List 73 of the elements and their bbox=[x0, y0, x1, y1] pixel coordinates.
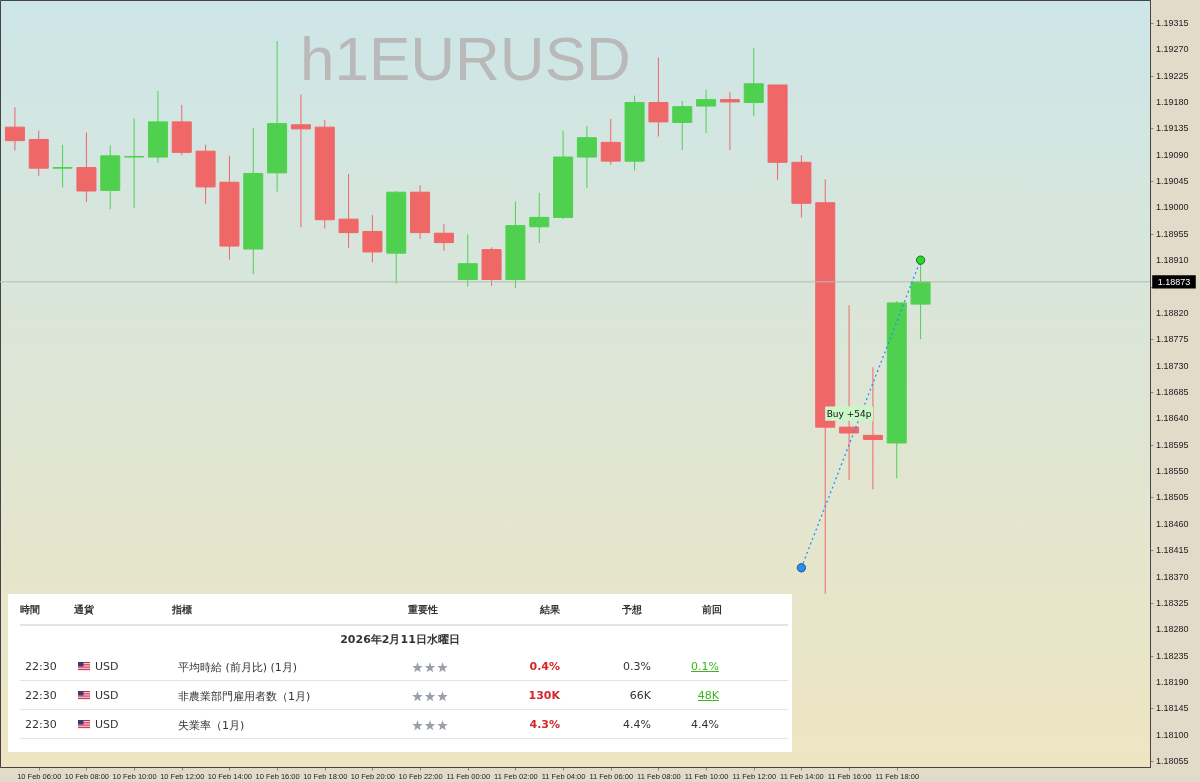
text: 48K bbox=[697, 689, 719, 702]
text: 0.1% bbox=[691, 660, 719, 673]
text: 平均時給 (前月比) (1月) bbox=[178, 661, 298, 674]
y-tick-label: 1.19045 bbox=[1156, 176, 1189, 187]
category-label: 重要性 bbox=[408, 603, 438, 617]
candlestick bbox=[290, 93, 311, 228]
y-tick-label: 1.18280 bbox=[1156, 624, 1189, 635]
y-tick-label: 1.19180 bbox=[1156, 96, 1189, 107]
y-tick-label: 1.18235 bbox=[1156, 650, 1189, 661]
text: 66K bbox=[629, 689, 651, 702]
category-label: 通貨 bbox=[74, 603, 94, 617]
candlestick bbox=[743, 47, 764, 117]
y-tick-label: 1.19225 bbox=[1156, 70, 1189, 81]
annotation: Buy +54p bbox=[826, 408, 872, 419]
text: 22:30 bbox=[25, 718, 57, 731]
y-tick-label: 1.18910 bbox=[1156, 255, 1189, 266]
y-tick-label: 1.18775 bbox=[1156, 334, 1189, 345]
text: USD bbox=[95, 718, 119, 731]
y-tick-label: 1.18055 bbox=[1156, 756, 1189, 767]
category-label: 時間 bbox=[20, 603, 40, 617]
candlestick bbox=[719, 91, 740, 151]
candlestick bbox=[672, 100, 693, 151]
category-label: 指標 bbox=[172, 603, 192, 617]
candlestick bbox=[4, 106, 25, 152]
y-tick-label: 1.18640 bbox=[1156, 413, 1189, 424]
candlestick bbox=[648, 56, 669, 138]
text: 非農業部門雇用者数（1月) bbox=[178, 690, 311, 703]
y-tick-label: 1.18730 bbox=[1156, 360, 1189, 371]
y-tick-label: 1.19090 bbox=[1156, 149, 1189, 160]
y-tick-label: 1.18550 bbox=[1156, 466, 1189, 477]
y-tick-label: 1.18145 bbox=[1156, 703, 1189, 714]
category-label: 前回 bbox=[702, 603, 722, 617]
text: 4.3% bbox=[529, 718, 560, 731]
candlestick bbox=[529, 192, 550, 244]
text: 4.4% bbox=[623, 718, 651, 731]
text: USD bbox=[95, 660, 119, 673]
y-tick-label: 1.18370 bbox=[1156, 571, 1189, 582]
y-tick-label: 1.18595 bbox=[1156, 439, 1189, 450]
text: 22:30 bbox=[25, 689, 57, 702]
y-tick-label: 1.18325 bbox=[1156, 597, 1189, 608]
text: 0.4% bbox=[529, 660, 560, 673]
candlestick bbox=[76, 131, 97, 203]
candlestick bbox=[576, 125, 597, 189]
candlestick bbox=[124, 117, 145, 209]
candlestick bbox=[52, 144, 73, 188]
ref-line-label: 1.18873 bbox=[1157, 276, 1191, 287]
text: 130K bbox=[528, 689, 560, 702]
y-tick-label: 1.18190 bbox=[1156, 677, 1189, 688]
y-tick-label: 1.19270 bbox=[1156, 44, 1189, 55]
candlestick bbox=[457, 233, 478, 288]
candlestick bbox=[362, 214, 383, 263]
text: 22:30 bbox=[25, 660, 57, 673]
y-tick-label: 1.18415 bbox=[1156, 545, 1189, 556]
category-label: 結果 bbox=[540, 603, 560, 617]
y-tick-label: 1.18685 bbox=[1156, 387, 1189, 397]
y-tick-label: 1.18460 bbox=[1156, 518, 1189, 529]
text: 失業率（1月) bbox=[178, 719, 245, 732]
y-tick-label: 1.18505 bbox=[1156, 492, 1189, 503]
y-tick-label: 1.19315 bbox=[1156, 17, 1189, 28]
text: 0.3% bbox=[623, 660, 651, 673]
text: 4.4% bbox=[691, 718, 719, 731]
y-tick-label: 1.19135 bbox=[1156, 123, 1189, 134]
candlestick bbox=[433, 223, 454, 252]
candlestick bbox=[338, 173, 359, 249]
category-label: 予想 bbox=[622, 603, 642, 617]
candlestick bbox=[696, 89, 717, 134]
y-tick-label: 1.19000 bbox=[1156, 202, 1189, 213]
text: USD bbox=[95, 689, 119, 702]
candlestick bbox=[600, 118, 621, 166]
y-tick-label: 1.18820 bbox=[1156, 307, 1189, 318]
text: 2026年2月11日水曜日 bbox=[339, 632, 461, 647]
y-tick-label: 1.18100 bbox=[1156, 729, 1189, 740]
y-tick-label: 1.18955 bbox=[1156, 228, 1189, 239]
